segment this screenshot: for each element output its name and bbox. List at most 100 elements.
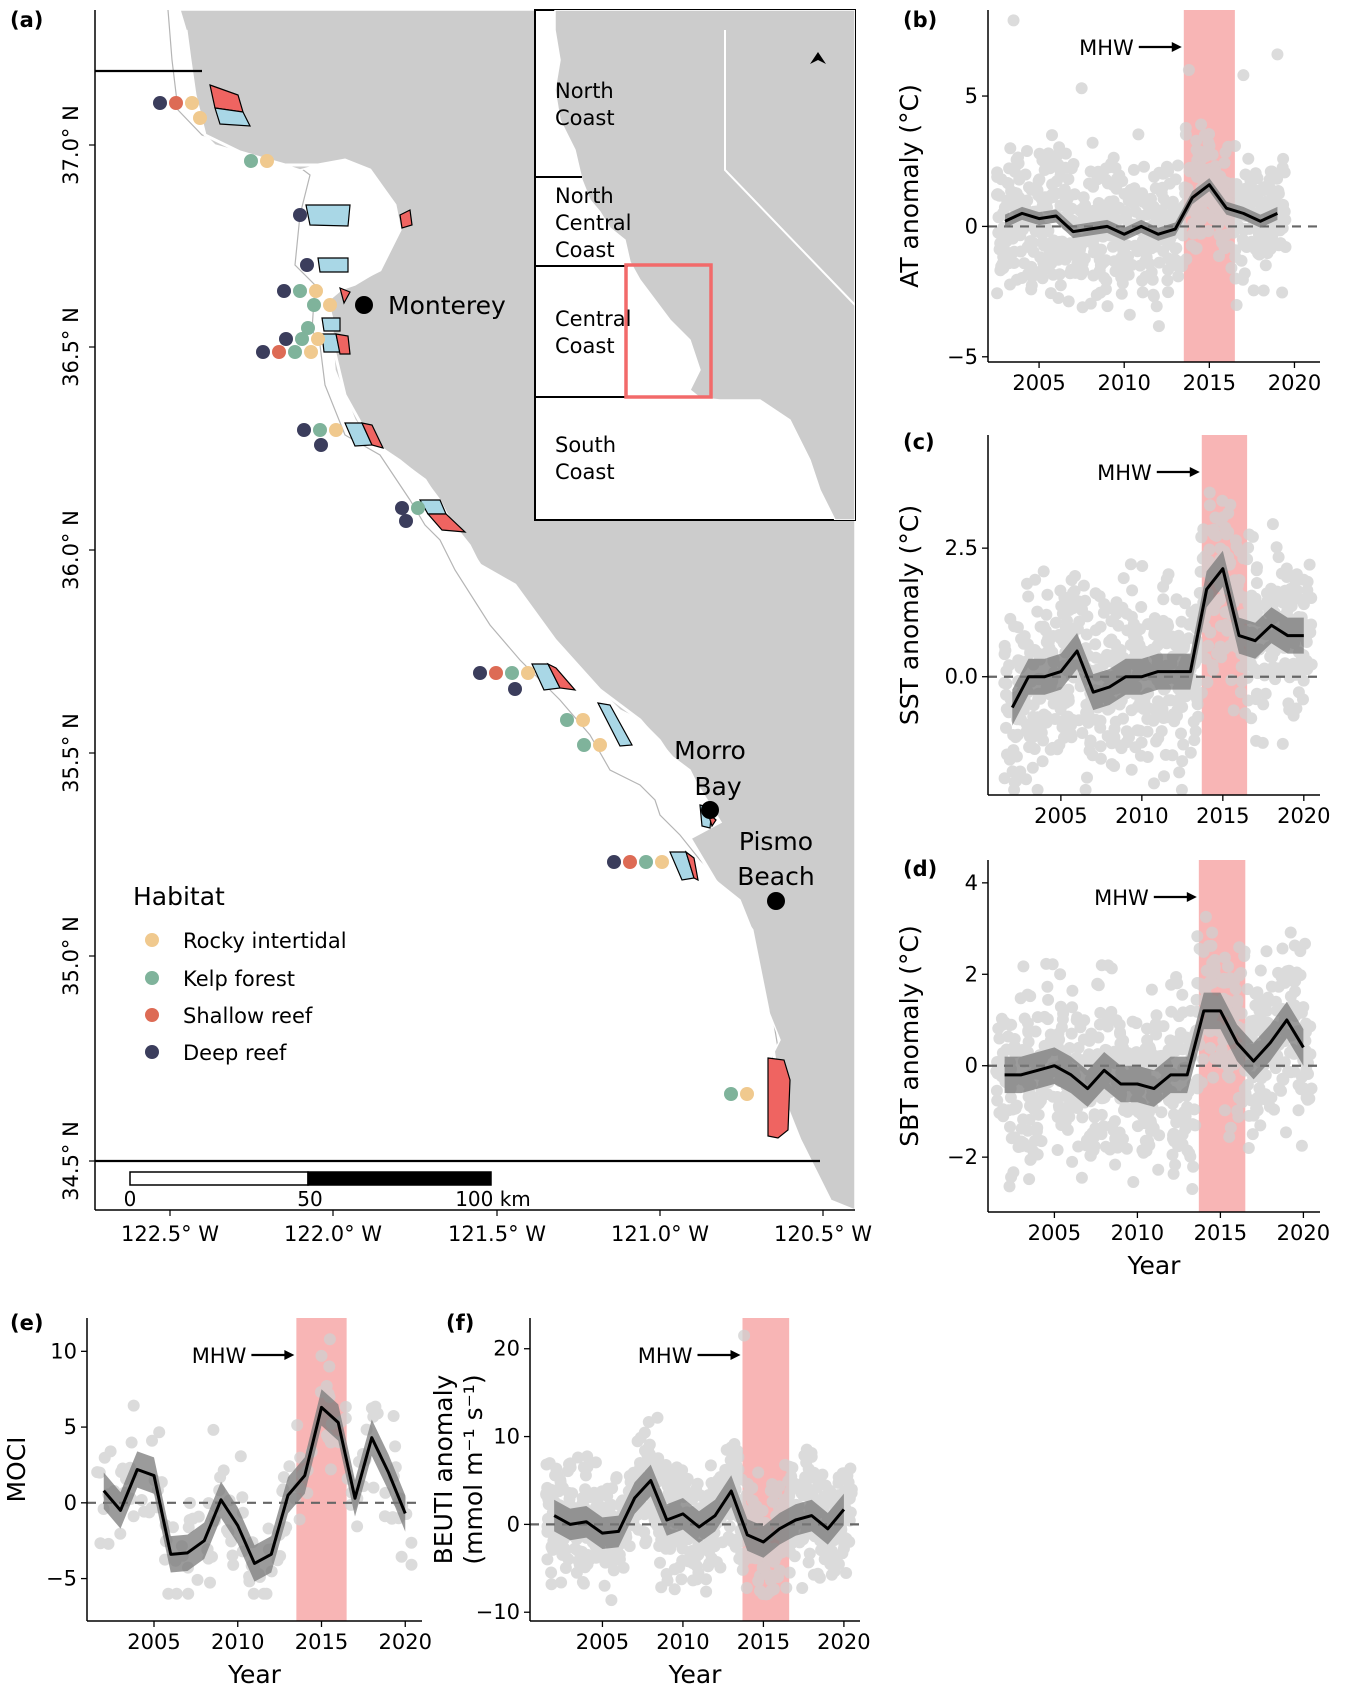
raw-point	[1084, 1149, 1097, 1162]
raw-point	[1107, 151, 1120, 164]
raw-point	[277, 1471, 290, 1484]
raw-point	[1175, 1108, 1188, 1121]
raw-point	[1129, 741, 1142, 754]
raw-point	[1112, 619, 1125, 632]
raw-point	[1280, 1126, 1292, 1139]
raw-point	[1304, 1020, 1317, 1033]
raw-point	[1148, 612, 1161, 625]
raw-point	[654, 1556, 666, 1569]
chart-b: MHW 2005 2010 2015 2020 −5 0 5 AT anomaly (°C)	[895, 10, 1321, 395]
raw-point	[1195, 646, 1208, 659]
raw-point	[642, 1442, 655, 1455]
raw-point	[783, 1566, 796, 1579]
raw-point	[996, 258, 1009, 270]
y-tick-label: 0	[64, 1491, 77, 1515]
raw-point	[1079, 783, 1092, 795]
chart-d: MHW 2005 2010 2015 2020 −2 0 2 4 Year SBT anomaly …	[895, 860, 1330, 1280]
raw-point	[1175, 727, 1187, 740]
raw-point	[991, 287, 1004, 300]
raw-point	[1251, 986, 1264, 999]
raw-point	[1301, 575, 1314, 588]
raw-point	[589, 1456, 602, 1469]
raw-point	[1133, 639, 1146, 652]
raw-point	[1098, 271, 1111, 284]
raw-point	[1062, 191, 1075, 204]
raw-point	[1042, 263, 1055, 275]
raw-point	[1241, 983, 1254, 996]
x-tick-label: 2015	[737, 1630, 790, 1654]
raw-point	[750, 1500, 763, 1513]
raw-point	[1214, 170, 1227, 183]
lon-label-122: 122.0° W	[284, 1222, 382, 1246]
panel-label-b: (b)	[903, 8, 937, 32]
raw-point	[1246, 1128, 1259, 1141]
raw-point	[1256, 736, 1269, 749]
x-tick-label: 2010	[211, 1630, 264, 1654]
raw-point	[724, 1454, 737, 1467]
y-tick-label: 10	[50, 1339, 77, 1363]
raw-point	[1065, 599, 1078, 612]
y-axis-label-c: SST anomaly (°C)	[895, 505, 924, 725]
raw-point	[1162, 252, 1175, 265]
raw-point	[1250, 577, 1263, 589]
raw-point	[604, 1500, 617, 1513]
raw-point	[1063, 1110, 1076, 1123]
raw-point	[1209, 511, 1222, 524]
raw-point	[1235, 967, 1248, 979]
raw-point	[1014, 245, 1027, 258]
raw-point	[1053, 268, 1066, 281]
raw-point	[819, 1479, 832, 1492]
raw-point	[1117, 250, 1130, 263]
raw-point	[1116, 601, 1129, 614]
raw-point	[577, 1577, 590, 1590]
raw-point	[1195, 1076, 1208, 1089]
plot-area-e	[87, 1318, 422, 1621]
raw-point	[1195, 213, 1208, 226]
morro-label: Morro	[674, 736, 746, 765]
raw-point	[1179, 128, 1192, 141]
raw-point	[1092, 1031, 1105, 1044]
legend-label-shallow: Shallow reef	[183, 1004, 313, 1028]
raw-point	[1150, 1028, 1163, 1041]
raw-point	[752, 1466, 765, 1479]
raw-point	[991, 188, 1004, 201]
raw-point	[692, 1566, 705, 1579]
raw-point	[723, 1520, 736, 1533]
ci-ribbon-d	[1004, 992, 1304, 1107]
raw-point	[803, 1547, 816, 1560]
raw-point	[1290, 584, 1303, 597]
panel-label-a: (a)	[10, 8, 43, 32]
raw-point	[293, 1513, 306, 1526]
y-tick-label: 0	[965, 1054, 978, 1078]
raw-point	[1204, 1042, 1217, 1054]
raw-point	[840, 1567, 853, 1579]
raw-point	[1051, 1144, 1064, 1156]
raw-points-f	[540, 1329, 858, 1607]
plot-area-f	[530, 1318, 860, 1621]
legend-swatch-shallow	[145, 1008, 159, 1022]
raw-point	[1109, 1158, 1122, 1171]
mhw-annotation-b: MHW	[1079, 36, 1134, 60]
raw-point	[660, 1542, 672, 1555]
raw-point-outlier	[1007, 14, 1020, 27]
raw-point	[192, 1510, 205, 1523]
raw-point	[1123, 308, 1136, 321]
raw-point	[581, 1450, 594, 1463]
raw-point	[1067, 587, 1079, 599]
y-tick-label: 4	[965, 871, 978, 895]
raw-point	[323, 1360, 336, 1373]
raw-point	[1166, 195, 1179, 208]
raw-point	[766, 1495, 779, 1508]
raw-point	[1163, 177, 1176, 190]
raw-point	[1105, 962, 1118, 975]
raw-point	[1023, 1173, 1036, 1186]
raw-point	[1224, 1121, 1237, 1134]
map-lon-axis: 122.5° W 122.0° W 121.5° W 121.0° W 120.…	[121, 1210, 872, 1246]
raw-point	[1172, 629, 1185, 642]
raw-point	[1032, 1097, 1045, 1110]
raw-point	[1230, 299, 1243, 311]
y-tick-label: 20	[493, 1337, 520, 1361]
raw-point	[135, 1494, 148, 1506]
raw-point	[789, 1480, 802, 1492]
